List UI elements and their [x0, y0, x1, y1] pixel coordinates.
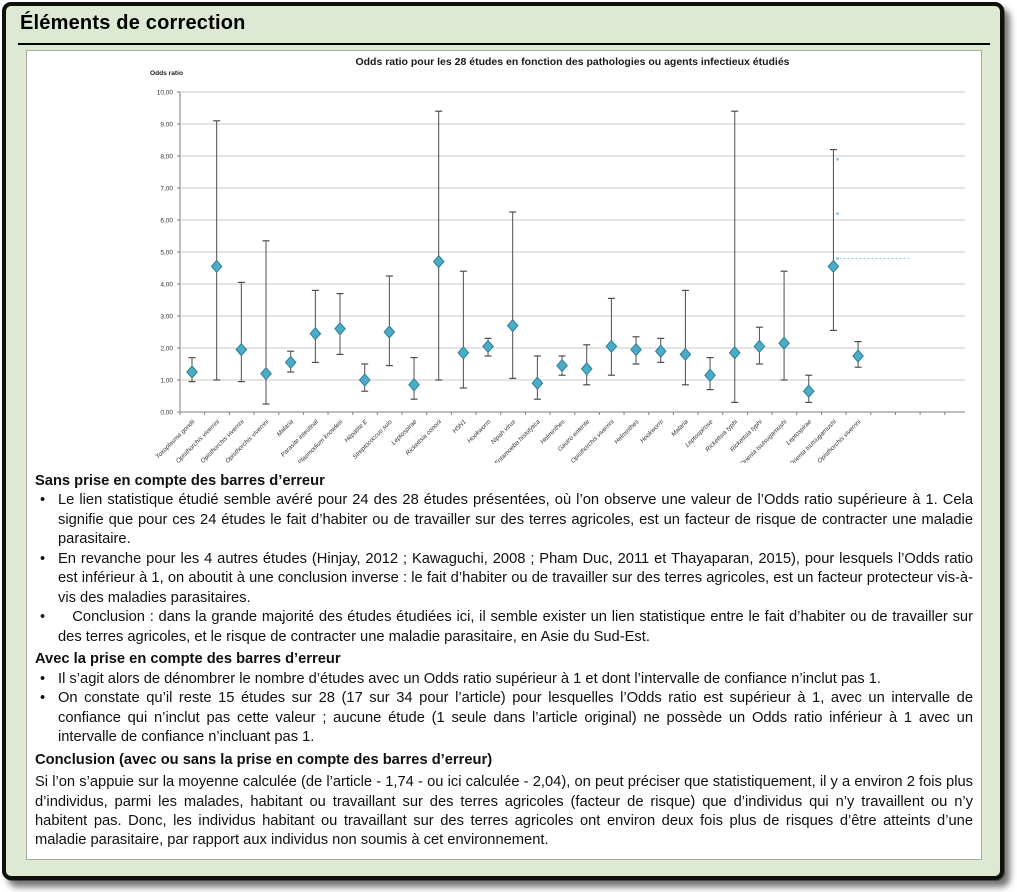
- data-point-diamond: [778, 336, 790, 350]
- data-point-diamond: [753, 339, 766, 354]
- y-tick-label: 10,00: [157, 89, 174, 96]
- x-category-label: Opisthorchis viverrini: [816, 418, 863, 463]
- y-tick-label: 4,00: [160, 281, 173, 288]
- data-point-diamond: [235, 342, 248, 357]
- bullet-glyph: •: [40, 492, 46, 509]
- x-category-label: Opisthorchis viverrini: [224, 418, 271, 463]
- x-category-label: Hookworm: [639, 418, 665, 444]
- bullet-text: Conclusion : dans la grande majorité des…: [58, 609, 973, 645]
- x-category-label: Hookworm: [466, 418, 492, 444]
- y-tick-label: 0,00: [160, 409, 173, 416]
- section-heading: Avec la prise en compte des barres d’err…: [35, 651, 341, 668]
- data-point-diamond: [852, 349, 864, 363]
- y-tick-label: 2,00: [160, 345, 173, 352]
- data-point-diamond: [580, 362, 593, 376]
- y-tick-label: 6,00: [160, 217, 173, 224]
- section-heading: Sans prise en compte des barres d’erreur: [35, 473, 325, 489]
- y-tick-label: 9,00: [160, 121, 173, 128]
- chart-title: Odds ratio pour les 28 études en fonctio…: [355, 56, 789, 68]
- y-tick-label: 8,00: [160, 153, 173, 160]
- document-frame: Éléments de correction 0,00 1,00 2,00 3,00 4…: [2, 2, 1004, 880]
- bullet-item: • En revanche pour les 4 autres études (H…: [35, 550, 973, 608]
- data-point-diamond: [802, 384, 815, 398]
- data-point-diamond: [284, 355, 297, 370]
- title-divider: [18, 43, 990, 45]
- data-point-diamond: [728, 346, 741, 360]
- y-tick-label: 3,00: [160, 313, 173, 320]
- data-point-diamond: [432, 254, 445, 269]
- y-tick-label: 5,00: [160, 249, 173, 256]
- x-category-label: H5N1: [451, 418, 467, 434]
- data-point-diamond: [556, 358, 568, 373]
- x-category-label: Entamoeba histolytica: [493, 418, 542, 463]
- data-point-diamond: [457, 346, 470, 360]
- y-tick-label: 1,00: [160, 377, 173, 384]
- x-category-label: Malaria: [276, 418, 296, 438]
- x-category-label: Toxoplasma gondii: [154, 418, 196, 460]
- y-axis-label: Odds ratio: [150, 70, 183, 77]
- bullet-item: • On constate qu’il reste 15 études sur 2…: [35, 689, 973, 747]
- annotation-mark: [836, 212, 839, 215]
- data-point-diamond: [704, 368, 716, 382]
- page-title: Éléments de correction: [20, 12, 246, 34]
- x-category-label: Opisthorchis viverrini: [570, 418, 617, 463]
- annotation-mark: [836, 257, 839, 260]
- bullet-text: On constate qu’il reste 15 études sur 28…: [58, 690, 973, 746]
- data-point-diamond: [605, 339, 618, 354]
- annotation-mark: [836, 158, 839, 161]
- data-point-diamond: [309, 326, 322, 341]
- content-panel: 0,00 1,00 2,00 3,00 4,00 5,00 6,00 7,00 8,00 9,00…: [26, 50, 982, 860]
- x-category-label: Plasmodium knowlesi: [297, 418, 345, 463]
- bullet-item: • Conclusion : dans la grande majorité d…: [35, 608, 973, 647]
- bullet-glyph: •: [40, 609, 46, 626]
- data-point-diamond: [358, 373, 371, 387]
- x-category-label: Opisthorchis viverrini: [199, 418, 246, 463]
- data-point-diamond: [260, 366, 272, 381]
- bullet-item: • Le lien statistique étudié semble avéré…: [35, 491, 973, 549]
- data-point-diamond: [482, 339, 494, 354]
- analysis-text: Sans prise en compte des barres d’erreur…: [27, 463, 981, 851]
- x-category-label: Helminthes: [613, 418, 641, 446]
- x-category-label: Malaria: [670, 418, 690, 438]
- bullet-glyph: •: [40, 690, 46, 707]
- bullet-glyph: •: [40, 550, 46, 567]
- data-point-diamond: [210, 259, 223, 274]
- bullet-text: En revanche pour les 4 autres études (Hi…: [58, 550, 973, 606]
- data-point-diamond: [531, 376, 544, 390]
- data-point-diamond: [679, 347, 692, 362]
- data-point-diamond: [186, 365, 198, 379]
- odds-ratio-chart: 0,00 1,00 2,00 3,00 4,00 5,00 6,00 7,00 8,00 9,00…: [27, 51, 979, 463]
- x-category-label: Opisthorchis viverrini: [175, 418, 222, 463]
- data-point-diamond: [383, 325, 396, 339]
- data-point-diamond: [654, 344, 667, 358]
- data-point-diamond: [827, 259, 840, 274]
- section-heading: Conclusion (avec ou sans la prise en com…: [35, 751, 493, 768]
- data-point-diamond: [506, 318, 519, 333]
- conclusion-paragraph: Si l’on s’appuie sur la moyenne calculée…: [35, 774, 973, 849]
- odds-ratio-chart-canvas: 0,00 1,00 2,00 3,00 4,00 5,00 6,00 7,00 8,00 9,00…: [150, 56, 965, 463]
- data-point-diamond: [334, 322, 346, 336]
- bullet-text: Il s’agit alors de dénombrer le nombre d…: [58, 670, 881, 687]
- y-tick-label: 7,00: [160, 185, 173, 192]
- data-point-diamond: [408, 378, 420, 392]
- data-point-diamond: [630, 342, 642, 357]
- bullet-text: Le lien statistique étudié semble avéré …: [58, 492, 973, 548]
- bullet-item: • Il s’agit alors de dénombrer le nombre …: [35, 670, 973, 689]
- bullet-glyph: •: [40, 670, 46, 687]
